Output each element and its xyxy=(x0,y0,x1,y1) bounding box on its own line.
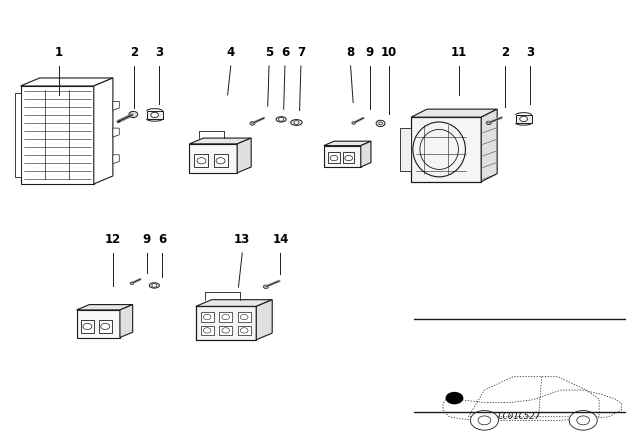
Circle shape xyxy=(520,116,527,121)
Circle shape xyxy=(151,112,159,117)
Polygon shape xyxy=(196,306,256,340)
Text: 5: 5 xyxy=(265,46,273,59)
Text: 2: 2 xyxy=(500,46,509,59)
Bar xyxy=(343,152,355,164)
Polygon shape xyxy=(94,78,113,184)
Text: 13: 13 xyxy=(234,233,250,246)
Circle shape xyxy=(352,121,356,124)
Circle shape xyxy=(222,314,230,320)
Text: 7: 7 xyxy=(297,46,305,59)
Polygon shape xyxy=(324,146,361,167)
Text: 3: 3 xyxy=(156,46,163,59)
Text: 6: 6 xyxy=(158,233,166,246)
Polygon shape xyxy=(411,109,497,117)
Circle shape xyxy=(241,314,248,320)
Polygon shape xyxy=(120,305,132,337)
Text: 11: 11 xyxy=(451,46,467,59)
Polygon shape xyxy=(189,138,251,144)
Text: 1: 1 xyxy=(54,46,63,59)
Polygon shape xyxy=(113,101,119,110)
Bar xyxy=(238,326,250,335)
Ellipse shape xyxy=(276,116,286,122)
Bar xyxy=(238,312,250,322)
Circle shape xyxy=(204,328,211,333)
Circle shape xyxy=(241,328,248,333)
Text: 6: 6 xyxy=(281,46,289,59)
Polygon shape xyxy=(481,109,497,182)
Bar xyxy=(220,326,232,335)
Polygon shape xyxy=(189,144,237,173)
Polygon shape xyxy=(77,305,132,310)
Circle shape xyxy=(569,410,597,430)
Circle shape xyxy=(83,323,92,330)
Bar xyxy=(201,312,214,322)
Circle shape xyxy=(263,285,268,289)
Bar xyxy=(214,154,228,168)
Bar xyxy=(195,154,209,168)
Text: 9: 9 xyxy=(143,233,151,246)
Circle shape xyxy=(204,314,211,320)
Polygon shape xyxy=(113,155,119,164)
Circle shape xyxy=(100,323,109,330)
Text: 3: 3 xyxy=(526,46,534,59)
Circle shape xyxy=(197,158,206,164)
Polygon shape xyxy=(15,93,20,177)
Circle shape xyxy=(330,155,338,161)
Text: 12: 12 xyxy=(105,233,121,246)
Polygon shape xyxy=(324,141,371,146)
Circle shape xyxy=(470,410,499,430)
Circle shape xyxy=(478,416,491,425)
Polygon shape xyxy=(196,300,272,306)
Circle shape xyxy=(376,120,385,126)
Polygon shape xyxy=(237,138,251,173)
Polygon shape xyxy=(361,141,371,167)
Ellipse shape xyxy=(291,120,302,125)
Bar xyxy=(328,152,340,164)
Circle shape xyxy=(216,158,225,164)
Text: 14: 14 xyxy=(272,233,289,246)
Bar xyxy=(399,128,411,171)
Circle shape xyxy=(250,121,255,125)
Circle shape xyxy=(152,284,157,287)
Circle shape xyxy=(345,155,353,161)
Circle shape xyxy=(222,328,230,333)
Polygon shape xyxy=(411,117,481,182)
Polygon shape xyxy=(20,78,113,86)
Text: 10: 10 xyxy=(381,46,397,59)
Text: 9: 9 xyxy=(365,46,374,59)
Circle shape xyxy=(294,121,299,124)
Polygon shape xyxy=(20,86,94,184)
Bar xyxy=(81,320,94,333)
Circle shape xyxy=(486,121,492,125)
Text: 8: 8 xyxy=(346,46,355,59)
Polygon shape xyxy=(77,310,120,337)
Circle shape xyxy=(445,392,463,404)
Text: 2: 2 xyxy=(130,46,138,59)
Text: CC01C527: CC01C527 xyxy=(498,412,541,421)
Circle shape xyxy=(129,112,138,117)
Bar xyxy=(516,115,532,123)
Bar xyxy=(147,111,163,119)
Circle shape xyxy=(577,416,589,425)
Text: 4: 4 xyxy=(227,46,235,59)
Polygon shape xyxy=(113,128,119,137)
Circle shape xyxy=(379,122,383,125)
Polygon shape xyxy=(256,300,272,340)
Circle shape xyxy=(130,282,134,284)
Bar xyxy=(99,320,111,333)
Bar xyxy=(201,326,214,335)
Circle shape xyxy=(278,117,284,121)
Ellipse shape xyxy=(149,283,159,288)
Bar xyxy=(220,312,232,322)
